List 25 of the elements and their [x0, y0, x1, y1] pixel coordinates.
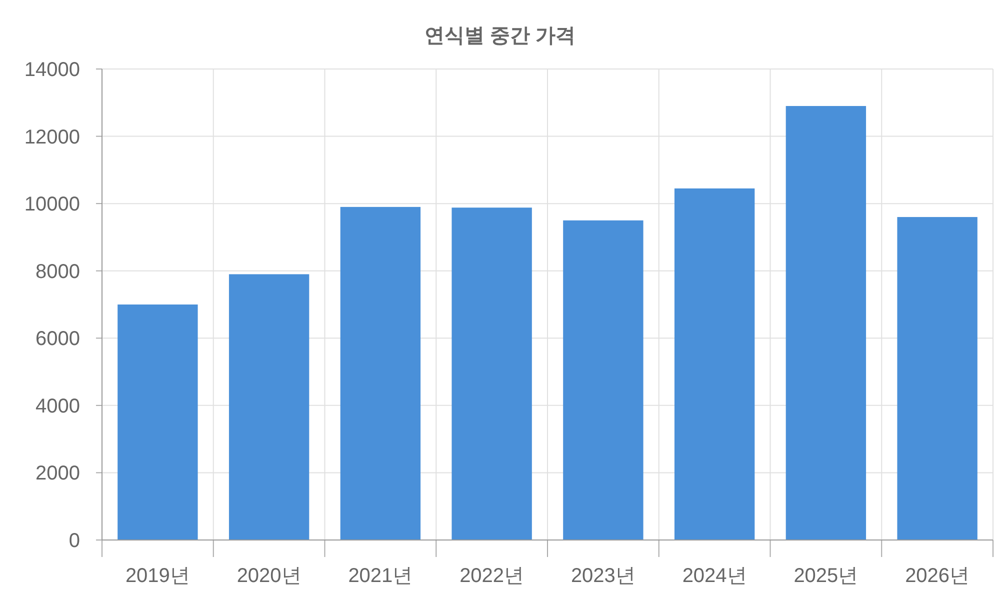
bar [674, 188, 755, 540]
bar [563, 220, 644, 540]
x-tick-label: 2022년 [460, 565, 524, 587]
bar [897, 217, 978, 540]
x-tick-label: 2026년 [905, 565, 970, 587]
y-tick-label: 0 [68, 530, 80, 552]
bar [340, 206, 421, 540]
bar [786, 106, 866, 540]
x-tick-label: 2020년 [236, 565, 302, 587]
y-tick-label: 10000 [24, 194, 80, 216]
y-tick-label: 6000 [36, 328, 80, 350]
chart-title: 연식별 중간 가격 [424, 25, 576, 47]
x-tick-label: 2021년 [348, 565, 413, 587]
bar [228, 274, 310, 540]
x-tick-label: 2025년 [794, 565, 858, 587]
y-tick-label: 2000 [36, 462, 80, 485]
y-tick-label: 14000 [24, 59, 80, 81]
x-tick-label: 2024년 [682, 565, 747, 587]
x-tick-label: 2023년 [570, 565, 636, 587]
bar [118, 304, 198, 540]
y-tick-label: 8000 [36, 260, 80, 283]
x-tick-label: 2019년 [125, 565, 190, 587]
y-tick-label: 4000 [36, 395, 80, 418]
y-tick-label: 12000 [24, 126, 80, 148]
bar [452, 208, 532, 540]
